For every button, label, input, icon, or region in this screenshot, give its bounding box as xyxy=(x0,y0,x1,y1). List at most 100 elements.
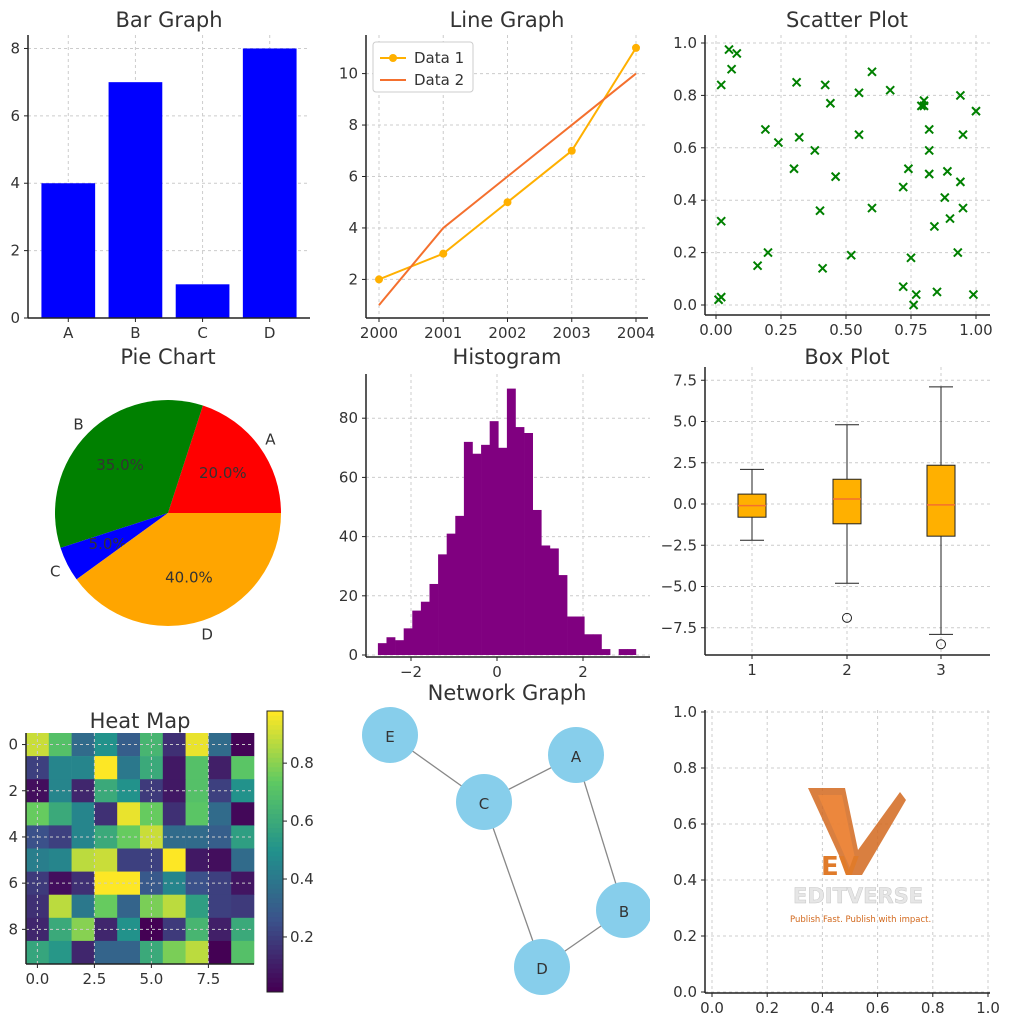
histogram-bin xyxy=(627,649,637,655)
slice-label: D xyxy=(201,625,213,643)
heatmap-cell xyxy=(162,848,186,872)
y-tick-label: 0.4 xyxy=(673,191,697,209)
slice-percent: 35.0% xyxy=(96,456,144,474)
node-label: B xyxy=(619,903,629,921)
heatmap-cell xyxy=(94,940,118,965)
y-tick-label: 40 xyxy=(339,528,358,546)
heatmap-cell xyxy=(162,779,186,803)
y-tick-label: 20 xyxy=(339,587,358,605)
y-tick-label: 0 xyxy=(8,736,18,754)
heatmap-cell xyxy=(162,825,186,849)
box-body xyxy=(832,478,862,525)
box-3 xyxy=(926,386,956,650)
histogram-bin xyxy=(592,634,602,655)
empty-axes: 0.00.0 0.2 0.2 0.4 0.4 0.6 0.6 0.8 0.8 1.0 1.0 xyxy=(673,703,1000,1017)
x-tick-label: 3 xyxy=(936,661,946,679)
scatter-point xyxy=(953,247,963,258)
colorbar-segment xyxy=(267,888,283,895)
heatmap-cell xyxy=(71,825,95,849)
colorbar-segment xyxy=(267,842,283,848)
colorbar-segment xyxy=(267,851,283,857)
bar-B xyxy=(108,82,163,319)
chart-title: Box Plot xyxy=(804,345,889,369)
x-tick-label: 2 xyxy=(842,661,852,679)
heatmap-cell xyxy=(185,894,209,919)
y-tick-label: 7.5 xyxy=(673,371,697,389)
x-tick-label: 0.2 xyxy=(755,999,779,1017)
heatmap-cell xyxy=(185,848,209,872)
colorbar-tick-label: 0.4 xyxy=(290,870,314,888)
x-tick-label: B xyxy=(130,324,140,342)
scatter-point xyxy=(885,85,895,95)
chart-title: Scatter Plot xyxy=(786,8,908,32)
scatter-point xyxy=(854,88,864,98)
y-tick-label: 8 xyxy=(8,920,18,938)
colorbar-segment xyxy=(267,973,283,979)
editverse-logo: EV EDITVERSE Publish Fast. Publish with … xyxy=(790,788,931,925)
heatmap-cell xyxy=(117,756,141,780)
scatter-point xyxy=(716,216,726,226)
x-tick-label: 7.5 xyxy=(196,970,220,988)
y-tick-label: 4 xyxy=(8,828,18,846)
colorbar-segment xyxy=(267,799,283,806)
scatter-point xyxy=(794,132,804,143)
node-C xyxy=(456,774,512,830)
node-label: E xyxy=(385,728,394,746)
y-tick-label: 0.2 xyxy=(673,244,697,262)
heatmap-cell xyxy=(162,940,186,965)
heatmap-cell xyxy=(26,779,50,803)
scatter-point xyxy=(955,90,966,101)
scatter-point xyxy=(942,166,953,177)
x-tick-label: 2000 xyxy=(360,324,398,342)
chart-title: Line Graph xyxy=(450,8,565,32)
scatter-point xyxy=(929,221,940,232)
heatmap-cell xyxy=(162,917,186,942)
heat-map: 0.0 2.5 5.0 7.5 0 2 4 6 8 0.8 0.6 0.4 0.2 Heat Map xyxy=(8,709,314,993)
colorbar-segment xyxy=(267,781,283,787)
legend-marker xyxy=(389,54,397,62)
colorbar: 0.8 0.6 0.4 0.2 xyxy=(266,710,314,993)
colorbar-segment xyxy=(267,949,283,956)
scatter-point xyxy=(854,129,864,140)
y-tick-label: 0.0 xyxy=(673,495,697,513)
colorbar-segment xyxy=(267,846,283,852)
histogram-bin xyxy=(515,427,525,655)
heatmap-cell xyxy=(117,848,141,872)
logo-letter: EV xyxy=(821,852,859,882)
heatmap-cell xyxy=(208,848,232,872)
histogram-bin xyxy=(541,545,551,655)
scatter-point xyxy=(919,101,929,111)
chart-title: Heat Map xyxy=(90,709,191,733)
y-tick-label: 4 xyxy=(348,219,358,237)
y-tick-label: 4 xyxy=(10,174,20,192)
histogram-bin xyxy=(575,616,585,655)
colorbar-tick-label: 0.6 xyxy=(290,812,314,830)
y-tick-label: 0 xyxy=(348,646,358,664)
heatmap-cell xyxy=(48,802,72,826)
heatmap-cell xyxy=(71,848,95,872)
heatmap-cell xyxy=(71,779,95,803)
histogram-bin xyxy=(618,649,628,655)
heatmap-cell xyxy=(140,917,164,942)
y-tick-label: −7.5 xyxy=(661,619,697,637)
node-label: A xyxy=(571,748,582,766)
histogram-bin xyxy=(429,583,439,655)
outlier xyxy=(842,612,852,623)
histogram-bin xyxy=(532,509,542,655)
colorbar-segment xyxy=(267,785,283,792)
colorbar-segment xyxy=(267,879,283,885)
heatmap-cell xyxy=(185,940,209,965)
y-tick-label: 5.0 xyxy=(673,413,697,431)
heatmap-cell xyxy=(48,756,72,780)
y-tick-label: 2 xyxy=(8,782,18,800)
scatter-point xyxy=(867,203,877,213)
colorbar-segment xyxy=(267,945,283,951)
scatter-point xyxy=(817,263,828,274)
scatter-point xyxy=(760,124,771,135)
heatmap-cell xyxy=(48,917,72,942)
colorbar-segment xyxy=(267,959,283,965)
colorbar-segment xyxy=(267,748,283,754)
heatmap-cell xyxy=(117,802,141,826)
colorbar-segment xyxy=(267,907,283,913)
heatmap-cell xyxy=(71,894,95,919)
